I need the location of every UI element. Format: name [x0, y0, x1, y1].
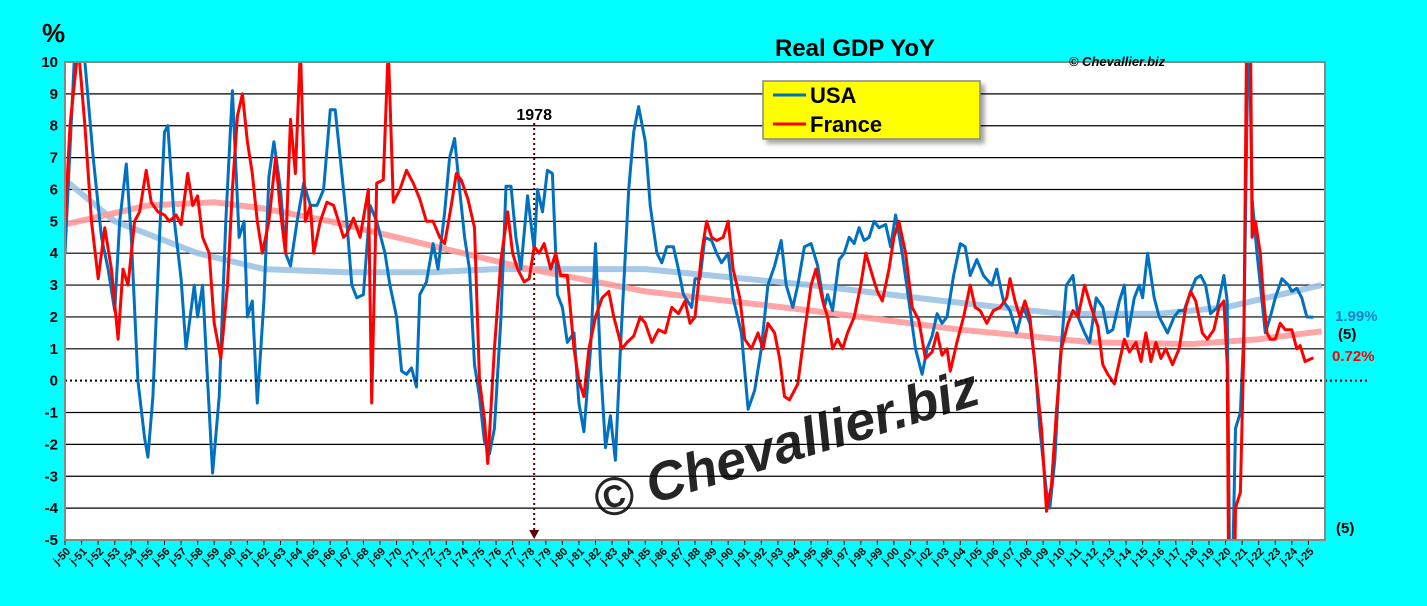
series-group [65, 62, 1323, 540]
annotation-1978-label: 1978 [516, 107, 552, 124]
legend: USA France [762, 80, 981, 140]
y-tick-label: -5 [45, 532, 58, 549]
y-tick-label: 10 [41, 54, 58, 71]
y-tick-label: 6 [50, 181, 58, 198]
y-tick-label: 3 [50, 277, 58, 294]
y-tick-label: 5 [50, 213, 58, 230]
bottom-note: (5) [1336, 520, 1354, 537]
france-last-value: 0.72% [1332, 348, 1375, 365]
y-tick-label: 7 [50, 150, 58, 167]
x-tick-labels: j-50j-51j-52j-53j-54j-55j-56j-57j-58j-59… [51, 545, 1317, 568]
usa-trend-note: (5) [1338, 326, 1356, 343]
usa-last-value: 1.99% [1335, 308, 1378, 325]
y-tick-label: -2 [45, 436, 58, 453]
x-tick-label: j-25 [1294, 546, 1317, 569]
annotation-arrow-icon [529, 530, 540, 539]
y-tick-label: 1 [50, 341, 58, 358]
legend-usa-label: USA [810, 83, 857, 108]
copyright-label: © Chevallier.biz [1069, 54, 1166, 69]
y-tick-label: 2 [50, 309, 58, 326]
y-tick-label: 8 [50, 118, 58, 135]
chart-title: Real GDP YoY [775, 35, 935, 62]
y-tick-label: 9 [50, 86, 58, 103]
y-axis-label: % [42, 18, 65, 48]
y-tick-label: -3 [45, 468, 58, 485]
legend-france-label: France [810, 112, 882, 137]
y-tick-label: -4 [45, 500, 59, 517]
plot-frame [64, 61, 1326, 541]
y-tick-label: 4 [50, 245, 59, 262]
y-tick-label: 0 [50, 373, 58, 390]
series-line-france-trend [65, 199, 1323, 347]
y-tick-label: -1 [45, 405, 58, 422]
series-line-france [65, 62, 1315, 540]
